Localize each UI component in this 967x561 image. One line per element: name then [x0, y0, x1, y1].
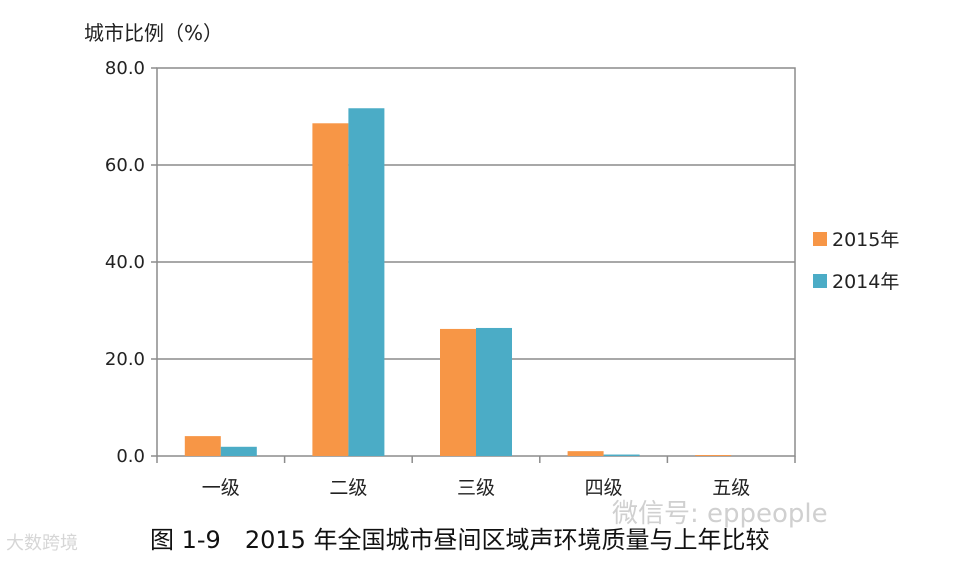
legend-label: 2014年: [832, 271, 899, 293]
bar-2014年-三级: [476, 327, 512, 456]
bar-2014年-二级: [348, 108, 385, 456]
figure-caption: 图 1-9 2015 年全国城市昼间区域声环境质量与上年比较: [150, 526, 770, 554]
category-labels: 一级 二级 三级 四级 五级: [202, 477, 750, 499]
bars: [184, 108, 732, 456]
y-tick-label: 60.0: [105, 155, 145, 176]
bar-2015年-一级: [184, 436, 221, 456]
y-tick-labels: 0.0 20.0 40.0 60.0 80.0: [105, 58, 145, 467]
bar-2015年-五级: [695, 455, 732, 456]
category-label: 一级: [202, 477, 240, 499]
category-label: 三级: [457, 477, 495, 499]
bar-2014年-四级: [603, 454, 640, 456]
bar-2015年-三级: [440, 328, 476, 456]
legend-swatch-2015年: [813, 232, 827, 246]
legend: 2015年 2014年: [813, 229, 899, 293]
y-tick-label: 0.0: [116, 446, 145, 467]
bar-2015年-四级: [567, 451, 604, 456]
bar-2015年-二级: [312, 123, 349, 456]
legend-swatch-2014年: [813, 274, 827, 288]
y-axis-label: 城市比例（%）: [84, 21, 223, 45]
watermark-logo: 大数跨境: [6, 533, 78, 554]
y-tick-label: 40.0: [105, 252, 145, 273]
legend-label: 2015年: [832, 229, 899, 251]
y-tick-label: 20.0: [105, 349, 145, 370]
category-label: 四级: [585, 477, 623, 499]
category-label: 五级: [712, 477, 750, 499]
watermark-wechat: 微信号: eppeople: [612, 499, 828, 529]
bar-2014年-一级: [220, 446, 257, 456]
category-label: 二级: [329, 477, 367, 499]
y-tick-label: 80.0: [105, 58, 145, 79]
